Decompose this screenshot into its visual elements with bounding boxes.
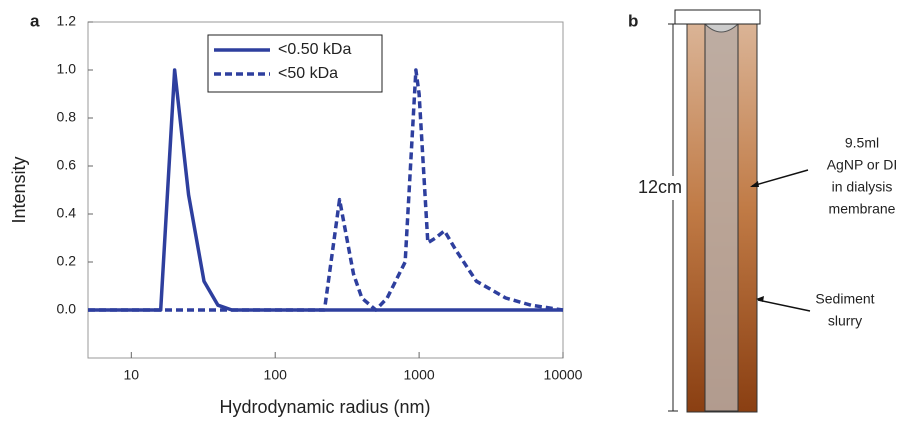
- series-line: [88, 68, 563, 312]
- x-tick-label: 10: [124, 367, 140, 383]
- x-tick-label: 1000: [404, 367, 435, 383]
- membrane-label: membrane: [829, 201, 896, 217]
- cap: [674, 9, 761, 25]
- y-tick-label: 1.0: [57, 61, 77, 77]
- panel-label: b: [628, 11, 638, 30]
- y-tick-label: 0.4: [57, 205, 77, 221]
- legend-label: <0.50 kDa: [278, 41, 351, 58]
- membrane-label: 9.5ml: [845, 135, 879, 151]
- y-tick-label: 0.0: [57, 301, 77, 317]
- diagram: b 12cm 9.5ml AgNP or DI in dialysis memb…: [628, 9, 898, 413]
- y-tick-label: 0.2: [57, 253, 77, 269]
- x-tick-label: 10000: [544, 367, 583, 383]
- legend-label: <50 kDa: [278, 65, 338, 82]
- x-tick-label: 100: [264, 367, 288, 383]
- sediment-label: Sediment: [815, 291, 874, 307]
- arrowhead: [750, 181, 759, 187]
- membrane: [704, 23, 739, 412]
- series-line: [88, 68, 564, 312]
- x-axis-label: Hydrodynamic radius (nm): [219, 397, 430, 417]
- height-label: 12cm: [638, 177, 682, 197]
- y-tick-label: 0.6: [57, 157, 77, 173]
- arrowhead: [756, 296, 764, 302]
- legend-box: [207, 34, 383, 93]
- membrane-label: AgNP or DI: [827, 157, 898, 173]
- panel-label: a: [30, 11, 40, 30]
- sediment-label: slurry: [828, 313, 862, 329]
- meniscus: [704, 23, 739, 33]
- y-tick-label: 1.2: [57, 13, 77, 29]
- label-bg: [638, 176, 682, 200]
- y-axis-label: Intensity: [9, 156, 29, 223]
- arrow: [751, 169, 809, 187]
- plot-frame: [87, 21, 564, 359]
- membrane-label: in dialysis: [832, 179, 893, 195]
- y-tick-label: 0.8: [57, 109, 77, 125]
- arrow: [757, 299, 811, 312]
